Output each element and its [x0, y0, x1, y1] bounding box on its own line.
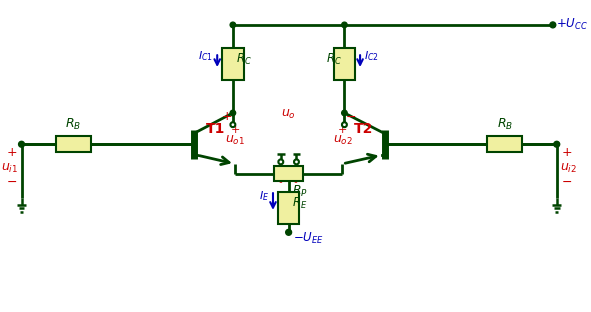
Text: $+U_{CC}$: $+U_{CC}$ [556, 17, 587, 32]
Text: $R_B$: $R_B$ [66, 116, 82, 132]
Text: $-$: $-$ [6, 175, 17, 188]
Circle shape [230, 22, 236, 28]
Text: $R_P$: $R_P$ [291, 184, 307, 199]
Text: $+$: $+$ [6, 146, 17, 159]
Text: $\bar{}$: $\bar{}$ [278, 177, 283, 186]
Bar [274, 166, 303, 182]
Bar [487, 136, 522, 152]
Text: $-$: $-$ [561, 175, 572, 188]
Text: $R_C$: $R_C$ [326, 51, 342, 67]
Text: $u_{o1}$: $u_{o1}$ [225, 134, 245, 147]
Circle shape [342, 110, 347, 116]
Text: T1: T1 [206, 122, 225, 136]
Text: $u_{o2}$: $u_{o2}$ [333, 134, 352, 147]
Text: $u_{i1}$: $u_{i1}$ [1, 162, 18, 175]
Circle shape [554, 141, 560, 147]
Text: $u_o$: $u_o$ [281, 108, 296, 121]
Text: T2: T2 [353, 122, 373, 136]
Text: $I_{C1}$: $I_{C1}$ [199, 49, 213, 63]
Text: $-U_{EE}$: $-U_{EE}$ [293, 231, 323, 246]
Bar [56, 136, 91, 152]
Circle shape [18, 141, 24, 147]
Circle shape [342, 22, 347, 28]
Text: $R_B$: $R_B$ [497, 116, 513, 132]
Text: $+$: $+$ [561, 146, 572, 159]
Text: $u_{i2}$: $u_{i2}$ [560, 162, 577, 175]
Text: $R_C$: $R_C$ [236, 51, 252, 67]
Text: $I_E$: $I_E$ [259, 189, 269, 203]
Text: $\bar{}$: $\bar{}$ [294, 177, 298, 186]
Bar [278, 192, 300, 223]
Bar [334, 48, 355, 80]
Bar [222, 48, 243, 80]
Circle shape [550, 22, 556, 28]
Text: $-$: $-$ [345, 110, 356, 123]
Circle shape [285, 229, 291, 235]
Text: $R_E$: $R_E$ [291, 195, 307, 211]
Text: $I_{C2}$: $I_{C2}$ [364, 49, 379, 63]
Text: $+$: $+$ [337, 124, 348, 135]
Circle shape [230, 110, 236, 116]
Text: $+$: $+$ [222, 110, 233, 123]
Text: $+$: $+$ [230, 124, 240, 135]
